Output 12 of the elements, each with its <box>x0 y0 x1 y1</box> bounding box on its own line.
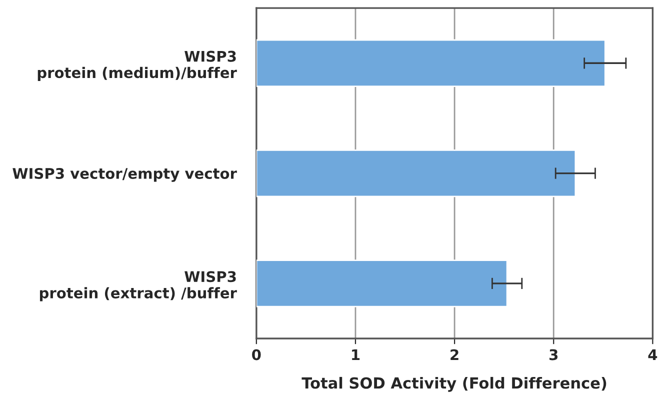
y-tick-label: WISP3 vector/empty vector <box>12 168 237 182</box>
y-tick-label: WISP3 protein (extract) /buffer <box>40 271 237 302</box>
bar <box>256 260 508 308</box>
x-tick-label: 1 <box>352 349 360 360</box>
y-tick-label: WISP3 protein (medium)/buffer <box>38 50 237 81</box>
x-tick-label: 3 <box>550 349 558 360</box>
bar <box>256 39 606 87</box>
x-tick-label: 2 <box>450 349 458 360</box>
x-tick-label: 0 <box>252 349 261 360</box>
bar <box>256 149 576 198</box>
x-axis-title: Total SOD Activity (Fold Difference) <box>302 376 606 392</box>
x-tick-label: 4 <box>648 349 658 360</box>
